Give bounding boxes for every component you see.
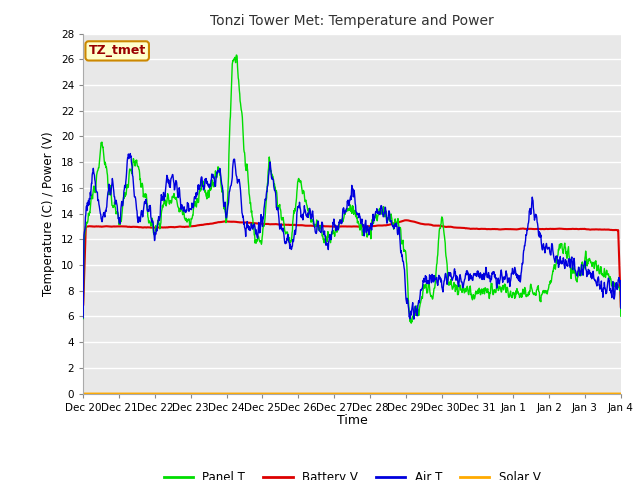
Y-axis label: Temperature (C) / Power (V): Temperature (C) / Power (V) bbox=[42, 132, 56, 296]
Title: Tonzi Tower Met: Temperature and Power: Tonzi Tower Met: Temperature and Power bbox=[210, 14, 494, 28]
Text: TZ_tmet: TZ_tmet bbox=[88, 44, 146, 58]
Legend: Panel T, Battery V, Air T, Solar V: Panel T, Battery V, Air T, Solar V bbox=[159, 466, 545, 480]
X-axis label: Time: Time bbox=[337, 414, 367, 427]
